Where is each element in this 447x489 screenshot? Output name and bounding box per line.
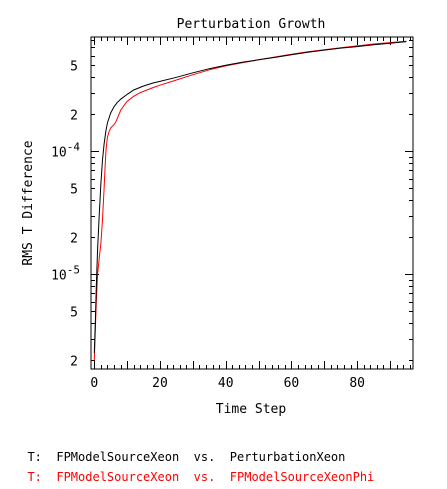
y-tick-label: 5	[70, 305, 78, 320]
x-tick-label: 20	[152, 376, 168, 391]
legend-vs: vs.	[193, 470, 216, 484]
chart-title: Perturbation Growth	[177, 17, 326, 32]
y-tick-label: 2	[70, 231, 78, 246]
axis-ticks	[91, 37, 413, 369]
y-tick-label-base: 10	[51, 268, 67, 283]
y-axis-label: RMS T Difference	[21, 140, 36, 265]
legend-reference: FPModelSourceXeonPhi	[229, 470, 375, 484]
legend-vs: vs.	[193, 450, 216, 464]
y-tick-label: 5	[70, 182, 78, 197]
y-tick-label: 2	[70, 354, 78, 369]
y-tick-label: 2	[70, 108, 78, 123]
y-tick-label: 5	[70, 59, 78, 74]
series-line-red	[93, 40, 407, 361]
plot-frame	[90, 36, 414, 370]
legend-prefix: T:	[27, 470, 42, 484]
legend-entry-black: T: FPModelSourceXeon vs. PerturbationXeo…	[13, 436, 345, 464]
x-tick-label: 0	[90, 376, 98, 391]
y-tick-label-exponent: -5	[67, 263, 80, 276]
x-tick-label: 40	[218, 376, 234, 391]
x-tick-label: 60	[284, 376, 300, 391]
y-tick-label: 10-4	[51, 140, 80, 160]
legend-prefix: T:	[27, 450, 42, 464]
legend-reference: PerturbationXeon	[229, 450, 346, 464]
y-tick-label-base: 10	[51, 145, 67, 160]
legend-model: FPModelSourceXeon	[56, 470, 180, 484]
x-tick-label: 80	[349, 376, 365, 391]
x-axis-label: Time Step	[216, 402, 287, 417]
series-lines	[93, 40, 407, 361]
legend-entry-red: T: FPModelSourceXeon vs. FPModelSourceXe…	[13, 456, 374, 484]
series-line-black	[93, 41, 407, 353]
y-tick-label-exponent: -4	[67, 140, 81, 153]
y-tick-label: 10-5	[51, 263, 80, 283]
legend-model: FPModelSourceXeon	[56, 450, 180, 464]
